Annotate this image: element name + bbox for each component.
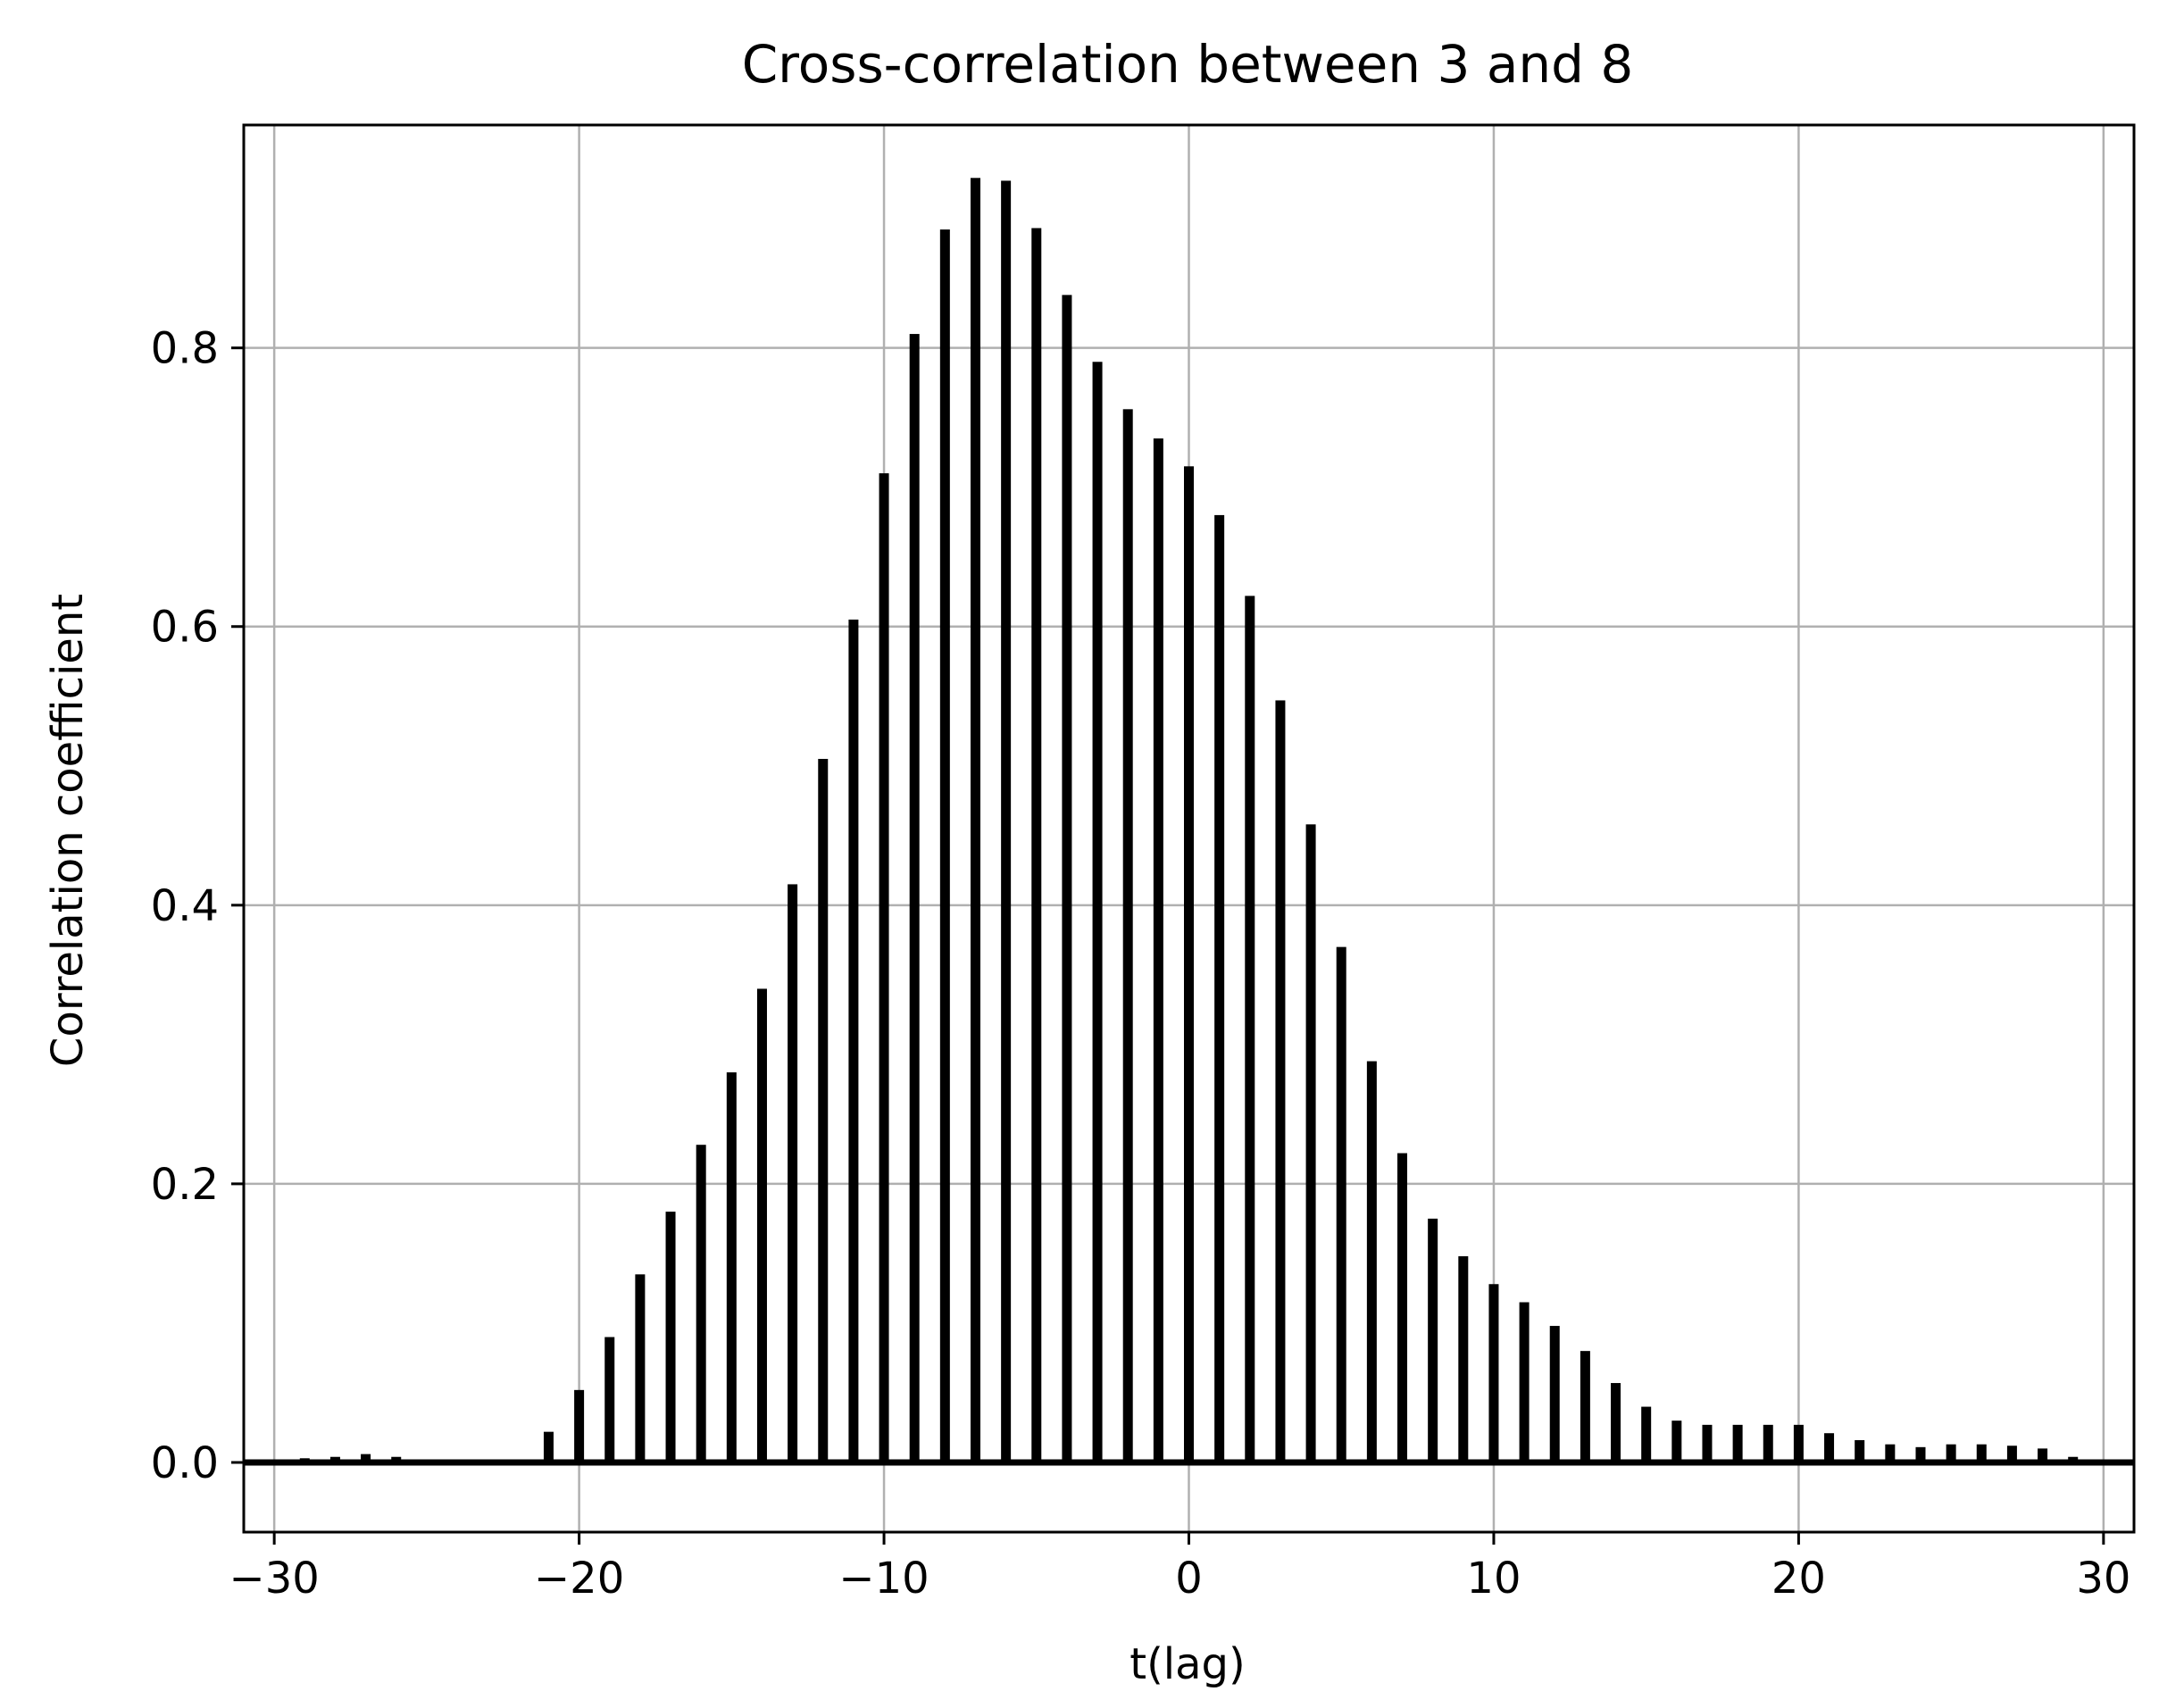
correlation-bar (1580, 1351, 1590, 1462)
plot-border (242, 123, 2136, 1534)
correlation-bar (1824, 1433, 1835, 1462)
correlation-bar (788, 884, 798, 1462)
correlation-bar (1458, 1256, 1469, 1462)
correlation-bar (1001, 180, 1012, 1462)
y-tick-label: 0.4 (151, 881, 219, 931)
x-tick-label: −30 (229, 1554, 319, 1604)
correlation-bar (1976, 1444, 1987, 1462)
correlation-bar (1702, 1424, 1713, 1462)
y-tick-label: 0.0 (151, 1438, 219, 1488)
x-tick-label: 0 (1175, 1554, 1203, 1604)
correlation-bar (970, 178, 980, 1462)
correlation-bar (1305, 824, 1316, 1462)
correlation-bar (1763, 1424, 1773, 1462)
y-tick-label: 0.6 (151, 603, 219, 653)
plot-frame (242, 123, 2136, 1534)
correlation-bar (726, 1072, 737, 1462)
x-tick-label: 30 (2076, 1554, 2130, 1604)
correlation-bar (1549, 1326, 1560, 1462)
ticks-layer: −30 −20 −10 0 10 20 30 0.0 0.2 0.4 0.6 0.8 (151, 324, 2131, 1604)
correlation-bar (818, 758, 829, 1462)
correlation-bar (696, 1145, 706, 1462)
correlation-bar (1062, 295, 1072, 1462)
correlation-bar (1885, 1444, 1896, 1462)
correlation-bar (2038, 1448, 2048, 1462)
correlation-bar (574, 1389, 585, 1462)
correlation-bar (604, 1337, 615, 1462)
correlation-bar (1641, 1406, 1652, 1462)
correlation-bar (1732, 1424, 1743, 1462)
y-tick-label: 0.2 (151, 1160, 219, 1210)
correlation-bar (1519, 1302, 1530, 1462)
correlation-bar (1336, 946, 1346, 1462)
x-tick-label: 10 (1466, 1554, 1521, 1604)
correlation-bar (879, 473, 889, 1462)
correlation-bar (1031, 228, 1042, 1462)
correlation-bar (543, 1431, 554, 1462)
correlation-bar (1214, 514, 1225, 1462)
correlation-bar (361, 1454, 371, 1462)
y-tick-label: 0.8 (151, 324, 219, 374)
correlation-bar (1611, 1383, 1621, 1462)
correlation-bar (1245, 596, 1255, 1462)
correlation-bar (1092, 362, 1103, 1462)
correlation-bar (848, 619, 859, 1462)
correlation-bar (635, 1274, 646, 1462)
correlation-bar (1397, 1153, 1408, 1462)
correlation-bar (1671, 1421, 1682, 1462)
correlation-bar (1946, 1444, 1956, 1462)
correlation-bar (1793, 1424, 1804, 1462)
chart-title: Cross-correlation between 3 and 8 (742, 34, 1634, 95)
correlation-bar (1122, 409, 1133, 1462)
correlation-bar (1488, 1284, 1499, 1462)
bars-layer (299, 178, 2079, 1462)
correlation-bar (1428, 1218, 1438, 1462)
correlation-bar (939, 229, 950, 1462)
correlation-bar (1275, 700, 1286, 1462)
x-tick-label: −10 (838, 1554, 929, 1604)
correlation-bar (1153, 438, 1163, 1462)
correlation-bar (1366, 1061, 1377, 1462)
correlation-bar (1855, 1440, 1865, 1462)
correlation-bar (1184, 466, 1194, 1462)
correlation-bar (909, 334, 920, 1462)
correlation-bar (756, 988, 767, 1462)
x-tick-label: 20 (1771, 1554, 1826, 1604)
x-axis-title: t(lag) (1130, 1639, 1246, 1689)
correlation-bar (2006, 1446, 2017, 1462)
y-axis-title: Correlation coefficient (43, 594, 93, 1067)
correlation-bar (1915, 1446, 1926, 1462)
x-tick-label: −20 (534, 1554, 624, 1604)
correlation-bar (665, 1212, 676, 1462)
